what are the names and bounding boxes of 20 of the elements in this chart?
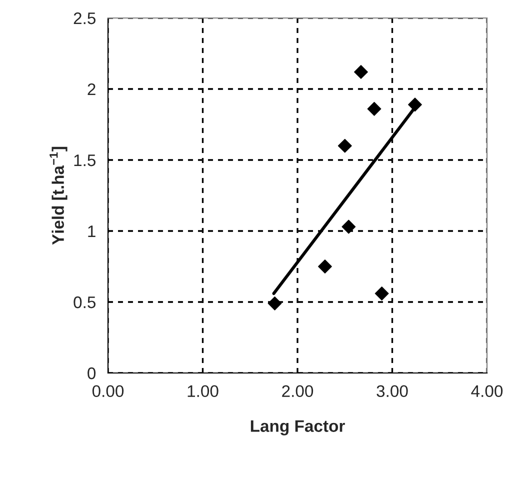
point bbox=[318, 260, 332, 274]
x-tick-label: 0.00 bbox=[92, 385, 124, 398]
point bbox=[354, 64, 368, 79]
x-tick-label: 3.00 bbox=[376, 385, 408, 398]
y-tick-label: 2.5 bbox=[74, 12, 96, 24]
y-tick-label: 2 bbox=[88, 83, 96, 96]
y-tick-label: 0 bbox=[88, 367, 96, 380]
y-tick-label: 0.5 bbox=[74, 296, 96, 308]
point bbox=[374, 286, 389, 300]
y-tick-label: 1 bbox=[88, 226, 96, 238]
point bbox=[342, 220, 356, 234]
point bbox=[338, 138, 352, 153]
y-axis-title: Yield [t.ha$^{−1}$] bbox=[50, 146, 68, 245]
point bbox=[367, 102, 382, 116]
point bbox=[268, 296, 282, 310]
y-tick-label: 1.5 bbox=[74, 154, 96, 166]
x-axis-title: Lang Factor bbox=[250, 420, 345, 436]
x-tick-label: 1.00 bbox=[188, 385, 218, 398]
x-tick-label: 2.00 bbox=[282, 385, 314, 398]
x-tick-label: 4.00 bbox=[471, 385, 503, 398]
